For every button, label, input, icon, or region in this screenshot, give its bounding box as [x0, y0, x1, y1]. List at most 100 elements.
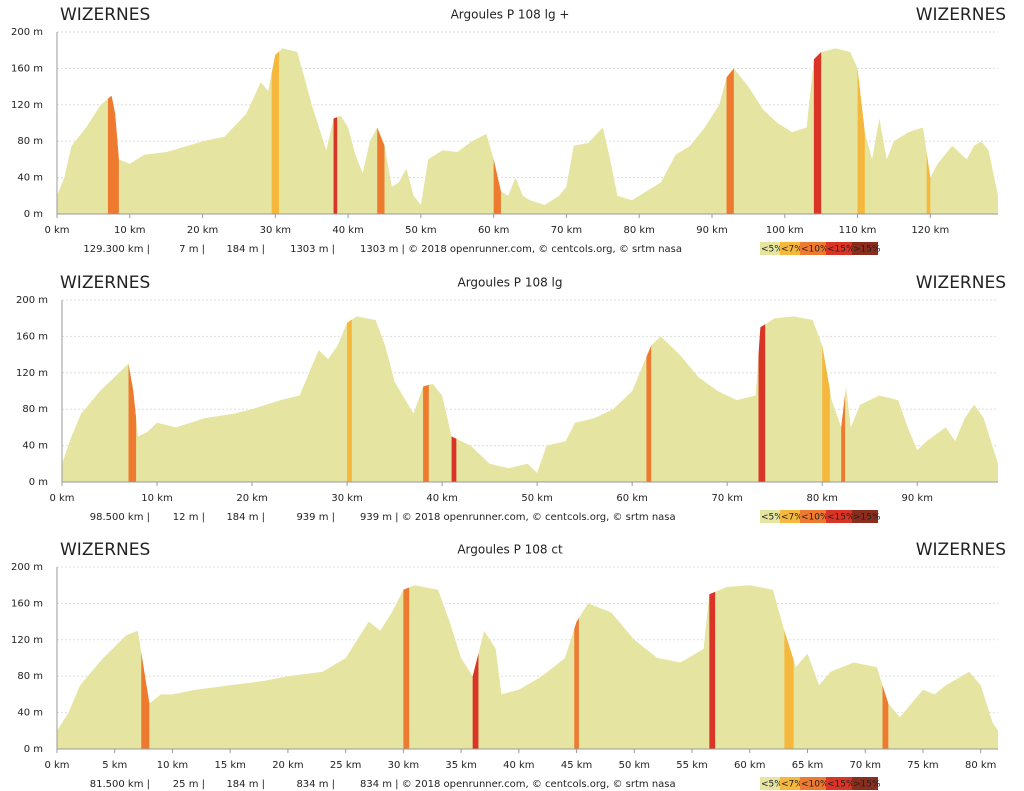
y-tick-label: 80 m — [17, 671, 43, 682]
slope-segment — [709, 585, 716, 749]
legend-label: >15% — [853, 513, 881, 523]
legend-label: >15% — [853, 245, 881, 255]
x-tick-label: 35 km — [445, 760, 476, 771]
legend-swatch — [780, 777, 800, 790]
slope-segment — [493, 48, 501, 214]
legend-swatch — [852, 242, 878, 255]
legend-swatch — [780, 510, 800, 523]
legend-swatch — [760, 242, 780, 255]
slope-segment — [758, 316, 766, 482]
x-tick-label: 100 km — [766, 225, 804, 236]
slope-segment — [726, 48, 734, 214]
slope-segment — [377, 48, 385, 214]
x-tick-label: 110 km — [839, 225, 877, 236]
legend-label: <7% — [781, 780, 803, 790]
x-tick-label: 10 km — [157, 760, 188, 771]
y-tick-label: 0 m — [24, 744, 43, 755]
left-label: WIZERNES — [60, 5, 150, 25]
slope-segment — [822, 316, 830, 482]
left-label: WIZERNES — [60, 273, 150, 293]
x-tick-label: 120 km — [911, 225, 949, 236]
slope-segment — [347, 316, 352, 482]
y-tick-label: 40 m — [17, 708, 43, 719]
x-tick-label: 30 km — [331, 493, 362, 504]
y-tick-label: 160 m — [11, 598, 43, 609]
x-tick-label: 70 km — [711, 493, 742, 504]
legend-label: <10% — [801, 513, 829, 523]
slope-segment — [857, 48, 865, 214]
footer-text: 939 m | — [296, 512, 335, 523]
x-tick-label: 80 km — [965, 760, 996, 771]
x-tick-label: 5 km — [102, 760, 127, 771]
y-tick-label: 80 m — [17, 136, 43, 147]
footer-text: 98.500 km | — [90, 512, 150, 523]
x-tick-label: 30 km — [388, 760, 419, 771]
x-tick-label: 15 km — [214, 760, 245, 771]
footer-text: 1303 m | — [290, 244, 335, 255]
x-tick-label: 80 km — [623, 225, 654, 236]
x-tick-label: 40 km — [332, 225, 363, 236]
profile-panel: WIZERNES WIZERNES Argoules P 108 lg + 0 m 40… — [11, 5, 1006, 255]
footer-text: 25 m | — [173, 779, 205, 790]
legend-label: <10% — [801, 780, 829, 790]
x-tick-label: 25 km — [330, 760, 361, 771]
footer-text: 184 m | — [226, 779, 265, 790]
footer-text: 834 m | © 2018 openrunner.com, © centcol… — [360, 779, 676, 790]
footer-text: 1303 m | © 2018 openrunner.com, © centco… — [360, 244, 682, 255]
legend-swatch — [760, 777, 780, 790]
slope-segment — [128, 316, 137, 482]
y-tick-label: 200 m — [11, 562, 43, 573]
legend-swatch — [800, 242, 826, 255]
profile-panel: WIZERNES WIZERNES Argoules P 108 lg 0 m 40 m… — [16, 273, 1006, 523]
y-tick-label: 200 m — [11, 27, 43, 38]
y-tick-label: 160 m — [11, 63, 43, 74]
legend-swatch — [826, 510, 852, 523]
x-tick-label: 10 km — [114, 225, 145, 236]
legend-label: <10% — [801, 245, 829, 255]
slope-segment — [646, 316, 652, 482]
y-tick-label: 40 m — [22, 441, 48, 452]
x-tick-label: 90 km — [902, 493, 933, 504]
legend-swatch — [852, 777, 878, 790]
x-tick-label: 50 km — [521, 493, 552, 504]
x-tick-label: 60 km — [734, 760, 765, 771]
footer-text: 7 m | — [179, 244, 205, 255]
legend-label: <15% — [827, 513, 855, 523]
left-label: WIZERNES — [60, 540, 150, 560]
y-tick-label: 120 m — [11, 100, 43, 111]
x-tick-label: 70 km — [850, 760, 881, 771]
y-tick-label: 120 m — [11, 635, 43, 646]
legend-swatch — [826, 777, 852, 790]
slope-segment — [926, 48, 931, 214]
footer-text: 184 m | — [226, 512, 265, 523]
x-tick-label: 45 km — [561, 760, 592, 771]
legend-label: <5% — [761, 780, 783, 790]
y-tick-label: 40 m — [17, 173, 43, 184]
legend-swatch — [800, 510, 826, 523]
elevation-area — [62, 316, 998, 482]
x-tick-label: 0 km — [44, 760, 69, 771]
footer-text: 834 m | — [296, 779, 335, 790]
x-tick-label: 75 km — [907, 760, 938, 771]
footer-text: 939 m | © 2018 openrunner.com, © centcol… — [360, 512, 676, 523]
x-tick-label: 70 km — [551, 225, 582, 236]
chart-title: Argoules P 108 lg + — [451, 8, 570, 22]
x-tick-label: 50 km — [619, 760, 650, 771]
y-tick-label: 80 m — [22, 404, 48, 415]
x-tick-label: 55 km — [676, 760, 707, 771]
x-tick-label: 80 km — [806, 493, 837, 504]
x-tick-label: 60 km — [478, 225, 509, 236]
legend-swatch — [800, 777, 826, 790]
y-tick-label: 160 m — [16, 331, 48, 342]
x-tick-label: 40 km — [426, 493, 457, 504]
right-label: WIZERNES — [916, 540, 1006, 560]
slope-segment — [784, 585, 794, 749]
x-tick-label: 20 km — [236, 493, 267, 504]
slope-segment — [333, 48, 338, 214]
footer-text: 129.300 km | — [83, 244, 150, 255]
x-tick-label: 90 km — [696, 225, 727, 236]
profile-panel: WIZERNES WIZERNES Argoules P 108 ct 0 m 40 m… — [11, 540, 1006, 790]
legend-label: <5% — [761, 245, 783, 255]
